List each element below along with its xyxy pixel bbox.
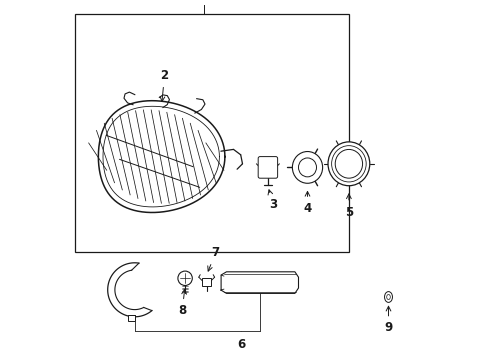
Ellipse shape [327, 142, 369, 186]
Text: 3: 3 [267, 190, 277, 211]
Bar [202, 278, 211, 286]
FancyBboxPatch shape [258, 157, 277, 178]
Text: 5: 5 [344, 194, 352, 219]
Text: 7: 7 [207, 246, 219, 271]
Text: 6: 6 [236, 338, 244, 351]
Ellipse shape [335, 149, 362, 178]
Bar [128, 315, 135, 321]
Ellipse shape [384, 292, 392, 302]
Ellipse shape [386, 294, 389, 300]
Text: 9: 9 [384, 306, 392, 334]
Text: 1: 1 [200, 0, 207, 2]
Text: 4: 4 [303, 192, 311, 215]
Ellipse shape [292, 152, 322, 183]
Bar [75, 14, 348, 252]
Ellipse shape [298, 158, 316, 177]
Text: 2: 2 [160, 69, 168, 102]
Text: 8: 8 [178, 289, 186, 317]
Ellipse shape [331, 146, 366, 182]
